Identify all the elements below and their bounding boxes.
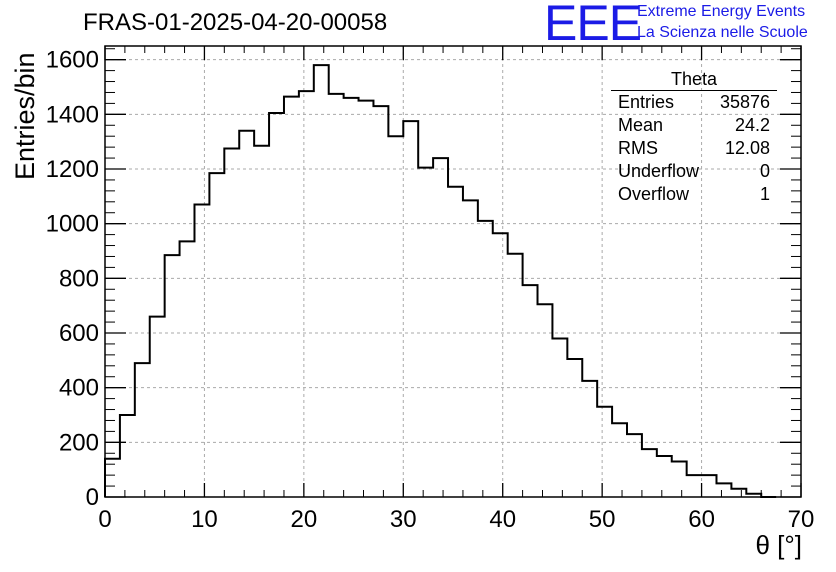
y-tick-label: 600 [59, 320, 99, 347]
y-tick-label: 1200 [46, 156, 99, 183]
stats-row-underflow: Underflow 0 [611, 160, 777, 183]
stats-label: Mean [618, 115, 664, 135]
x-tick-label: 30 [390, 506, 417, 533]
stats-label: Overflow [618, 184, 690, 204]
stats-title: Theta [611, 69, 777, 91]
x-tick-label: 70 [788, 506, 815, 533]
stats-value: 12.08 [724, 138, 770, 158]
x-axis-label: θ [°] [755, 530, 802, 560]
x-tick-label: 40 [489, 506, 516, 533]
x-tick-label: 60 [688, 506, 715, 533]
y-axis-label: Entries/bin [10, 52, 40, 180]
stats-row-entries: Entries 35876 [611, 91, 777, 114]
stats-row-rms: RMS 12.08 [611, 137, 777, 160]
stats-label: Entries [618, 92, 675, 112]
y-tick-label: 0 [86, 484, 99, 511]
x-tick-label: 20 [291, 506, 318, 533]
axis-ticks [104, 46, 802, 498]
y-tick-label: 400 [59, 375, 99, 402]
x-tick-label: 0 [98, 506, 111, 533]
stats-value: 1 [759, 184, 770, 204]
plot-frame [104, 45, 802, 498]
stats-row-mean: Mean 24.2 [611, 114, 777, 137]
stats-value: 0 [759, 161, 770, 181]
y-tick-label: 1400 [46, 101, 99, 128]
grid-lines [105, 46, 801, 497]
y-tick-label: 1000 [46, 211, 99, 238]
x-tick-label: 10 [191, 506, 218, 533]
run-title: FRAS-01-2025-04-20-00058 [83, 9, 388, 36]
histogram-outline [104, 64, 777, 498]
eee-logo: EEE [544, 0, 642, 51]
stats-value: 35876 [719, 92, 770, 112]
x-tick-label: 50 [589, 506, 616, 533]
eee-logo-line-2: La Scienza nelle Scuole [637, 24, 808, 41]
y-tick-label: 800 [59, 265, 99, 292]
stats-label: RMS [618, 138, 658, 158]
eee-logo-line-1: Extreme Energy Events [637, 3, 806, 20]
stats-value: 24.2 [734, 115, 770, 135]
tick-labels: 0 10 20 30 40 50 60 700200400600800100012001400… [46, 47, 815, 533]
y-tick-label: 200 [59, 429, 99, 456]
stats-row-overflow: Overflow 1 [611, 183, 777, 206]
y-tick-label: 1600 [46, 47, 99, 74]
stats-box: Theta Entries 35876 Mean 24.2 RMS 12.08 … [611, 69, 777, 206]
stats-label: Underflow [618, 161, 700, 181]
